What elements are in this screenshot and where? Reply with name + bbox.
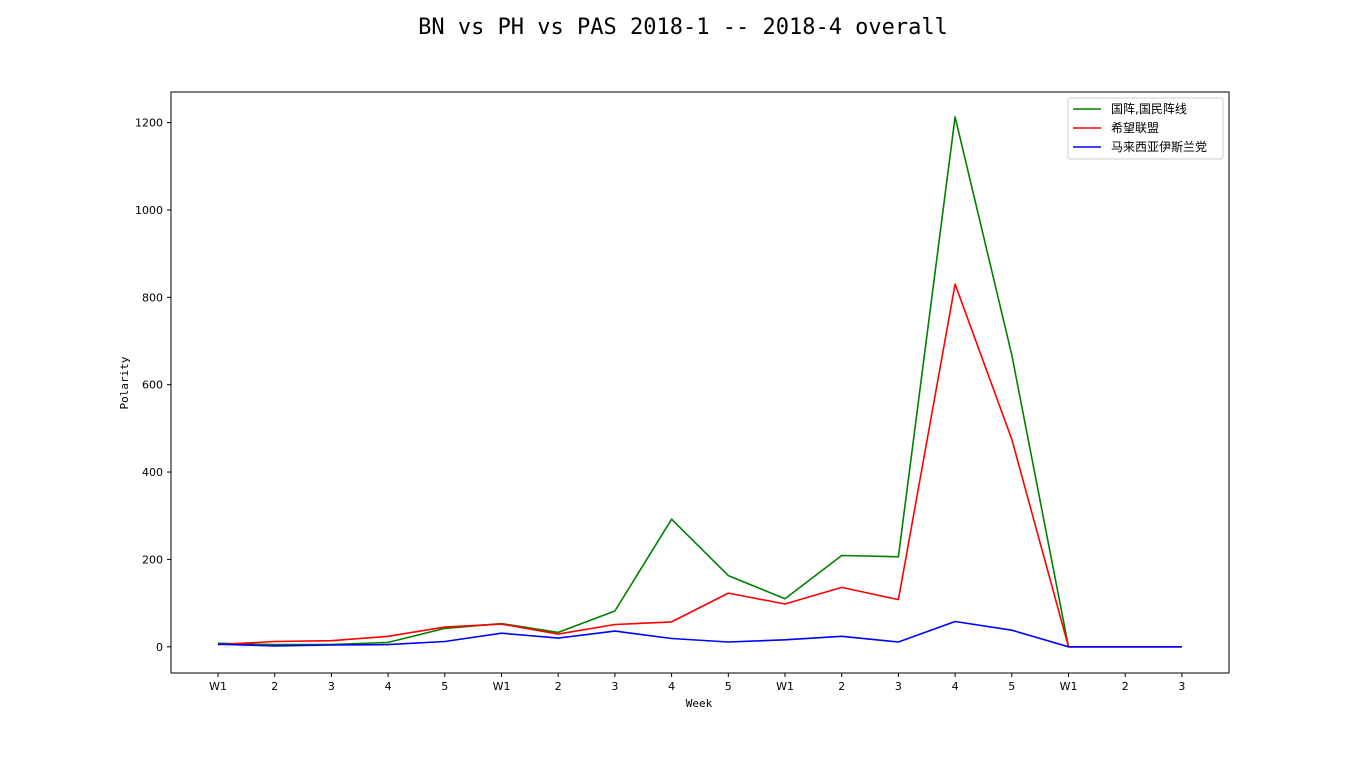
y-tick-label: 0 xyxy=(156,641,163,654)
x-tick-label: 2 xyxy=(1122,680,1129,693)
axes-frame xyxy=(170,91,1230,674)
x-tick-label: 5 xyxy=(725,680,732,693)
y-axis-label: Polarity xyxy=(118,356,131,409)
legend-label: 马来西亚伊斯兰党 xyxy=(1111,139,1207,154)
series-line-1 xyxy=(217,116,1182,648)
x-tick-label: 3 xyxy=(895,680,902,693)
x-tick-label: 5 xyxy=(1008,680,1015,693)
x-tick-label: 2 xyxy=(271,680,278,693)
x-axis-label: Week xyxy=(686,697,713,710)
x-tick-label: 2 xyxy=(838,680,845,693)
x-tick-label: 3 xyxy=(611,680,618,693)
x-tick-label: 4 xyxy=(668,680,675,693)
chart-title: BN vs PH vs PAS 2018-1 -- 2018-4 overall xyxy=(418,15,948,40)
series-line-2 xyxy=(217,283,1182,648)
y-tick-label: 400 xyxy=(142,466,163,479)
axes: W1 2 3 4 5 W1 2 3 4 5 W1 2 3 4 5 W1 2 3 0 200 400 600 800 1000 1… xyxy=(135,91,1230,693)
x-tick-label: 4 xyxy=(952,680,959,693)
legend-label: 希望联盟 xyxy=(1111,120,1159,135)
x-tick-label: 4 xyxy=(385,680,392,693)
x-tick-label: W1 xyxy=(1060,680,1078,693)
y-tick-label: 1200 xyxy=(135,117,163,130)
y-tick-label: 1000 xyxy=(135,204,163,217)
series-line-3 xyxy=(217,620,1182,648)
x-tick-label: W1 xyxy=(209,680,227,693)
x-tick-label: 3 xyxy=(328,680,335,693)
legend-box xyxy=(1067,97,1224,160)
x-tick-label: 3 xyxy=(1178,680,1185,693)
plot-area xyxy=(217,116,1182,648)
y-tick-label: 800 xyxy=(142,291,163,304)
x-tick-label: W1 xyxy=(493,680,511,693)
x-tick-label: 5 xyxy=(441,680,448,693)
y-tick-label: 600 xyxy=(142,379,163,392)
y-tick-label: 200 xyxy=(142,553,163,566)
x-tick-label: 2 xyxy=(555,680,562,693)
x-tick-label: W1 xyxy=(776,680,794,693)
legend-label: 国阵,国民阵线 xyxy=(1111,102,1187,116)
